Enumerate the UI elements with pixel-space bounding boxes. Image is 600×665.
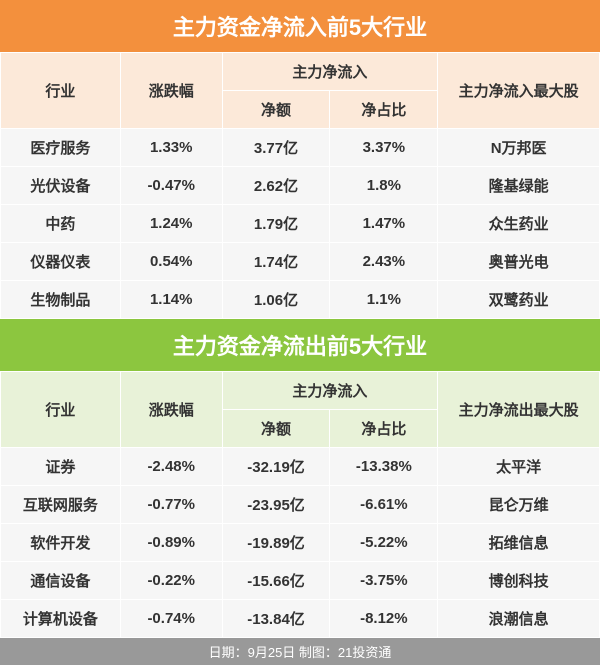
cell-change: -0.22% [120,562,222,600]
col-netflow-group: 主力净流入 [222,372,438,410]
cell-net_ratio: 3.37% [330,129,438,167]
cell-net_ratio: 2.43% [330,243,438,281]
col-top-stock: 主力净流出最大股 [438,372,600,448]
table-row: 中药1.24%1.79亿1.47%众生药业 [1,205,600,243]
cell-net_ratio: -8.12% [330,600,438,638]
cell-change: -0.74% [120,600,222,638]
cell-net_amount: 2.62亿 [222,167,330,205]
inflow-thead: 行业 涨跌幅 主力净流入 主力净流入最大股 净额 净占比 [1,53,600,129]
footer-text: 日期：9月25日 制图：21投资通 [0,638,600,665]
cell-net_ratio: -3.75% [330,562,438,600]
cell-net_ratio: 1.1% [330,281,438,319]
cell-industry: 仪器仪表 [1,243,121,281]
cell-net_amount: -32.19亿 [222,448,330,486]
cell-net_amount: 1.06亿 [222,281,330,319]
cell-change: -0.89% [120,524,222,562]
cell-net_ratio: -13.38% [330,448,438,486]
table-row: 通信设备-0.22%-15.66亿-3.75%博创科技 [1,562,600,600]
cell-industry: 互联网服务 [1,486,121,524]
cell-change: -0.77% [120,486,222,524]
table-row: 互联网服务-0.77%-23.95亿-6.61%昆仑万维 [1,486,600,524]
cell-top_stock: 昆仑万维 [438,486,600,524]
cell-change: 1.24% [120,205,222,243]
cell-change: -0.47% [120,167,222,205]
table-wrapper: 主力资金净流入前5大行业 行业 涨跌幅 主力净流入 主力净流入最大股 净额 净占… [0,0,600,665]
col-change: 涨跌幅 [120,53,222,129]
cell-top_stock: 浪潮信息 [438,600,600,638]
cell-top_stock: 隆基绿能 [438,167,600,205]
cell-industry: 光伏设备 [1,167,121,205]
cell-net_amount: 3.77亿 [222,129,330,167]
cell-net_amount: -19.89亿 [222,524,330,562]
table-row: 医疗服务1.33%3.77亿3.37%N万邦医 [1,129,600,167]
cell-industry: 生物制品 [1,281,121,319]
cell-top_stock: 双鹭药业 [438,281,600,319]
col-change: 涨跌幅 [120,372,222,448]
table-row: 光伏设备-0.47%2.62亿1.8%隆基绿能 [1,167,600,205]
cell-top_stock: 拓维信息 [438,524,600,562]
col-top-stock: 主力净流入最大股 [438,53,600,129]
table-row: 证券-2.48%-32.19亿-13.38%太平洋 [1,448,600,486]
cell-top_stock: N万邦医 [438,129,600,167]
cell-industry: 通信设备 [1,562,121,600]
col-net-ratio: 净占比 [330,410,438,448]
cell-change: 1.33% [120,129,222,167]
outflow-table: 行业 涨跌幅 主力净流入 主力净流出最大股 净额 净占比 证券-2.48%-32… [0,371,600,638]
cell-net_amount: 1.79亿 [222,205,330,243]
cell-net_amount: 1.74亿 [222,243,330,281]
outflow-title: 主力资金净流出前5大行业 [0,319,600,371]
outflow-body: 证券-2.48%-32.19亿-13.38%太平洋互联网服务-0.77%-23.… [1,448,600,638]
table-row: 生物制品1.14%1.06亿1.1%双鹭药业 [1,281,600,319]
cell-change: 0.54% [120,243,222,281]
cell-net_ratio: 1.47% [330,205,438,243]
table-row: 计算机设备-0.74%-13.84亿-8.12%浪潮信息 [1,600,600,638]
cell-industry: 证券 [1,448,121,486]
cell-top_stock: 博创科技 [438,562,600,600]
col-industry: 行业 [1,53,121,129]
cell-industry: 中药 [1,205,121,243]
table-row: 软件开发-0.89%-19.89亿-5.22%拓维信息 [1,524,600,562]
col-industry: 行业 [1,372,121,448]
cell-change: 1.14% [120,281,222,319]
cell-net_ratio: 1.8% [330,167,438,205]
outflow-thead: 行业 涨跌幅 主力净流入 主力净流出最大股 净额 净占比 [1,372,600,448]
col-net-ratio: 净占比 [330,91,438,129]
inflow-title: 主力资金净流入前5大行业 [0,0,600,52]
cell-net_amount: -23.95亿 [222,486,330,524]
cell-net_amount: -15.66亿 [222,562,330,600]
col-net-amount: 净额 [222,410,330,448]
col-net-amount: 净额 [222,91,330,129]
cell-top_stock: 众生药业 [438,205,600,243]
table-row: 仪器仪表0.54%1.74亿2.43%奥普光电 [1,243,600,281]
cell-net_ratio: -6.61% [330,486,438,524]
col-netflow-group: 主力净流入 [222,53,438,91]
cell-industry: 医疗服务 [1,129,121,167]
cell-change: -2.48% [120,448,222,486]
cell-industry: 计算机设备 [1,600,121,638]
cell-net_ratio: -5.22% [330,524,438,562]
cell-top_stock: 太平洋 [438,448,600,486]
inflow-body: 医疗服务1.33%3.77亿3.37%N万邦医光伏设备-0.47%2.62亿1.… [1,129,600,319]
cell-net_amount: -13.84亿 [222,600,330,638]
inflow-table: 行业 涨跌幅 主力净流入 主力净流入最大股 净额 净占比 医疗服务1.33%3.… [0,52,600,319]
cell-industry: 软件开发 [1,524,121,562]
cell-top_stock: 奥普光电 [438,243,600,281]
